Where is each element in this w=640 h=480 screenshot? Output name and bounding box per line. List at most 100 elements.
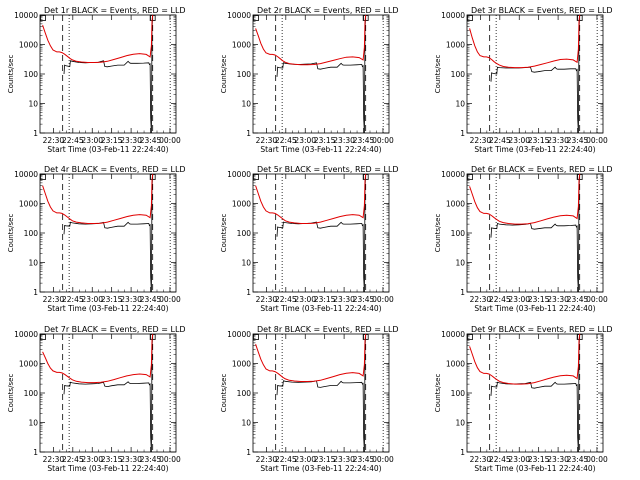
y-tick-label: 1	[33, 448, 38, 457]
y-tick-label: 1	[33, 288, 38, 297]
y-tick-label: 10	[241, 419, 251, 428]
y-tick-label: 1	[460, 448, 465, 457]
series-line-lld	[470, 174, 580, 224]
y-tick-label: 100	[451, 389, 466, 398]
series-line-lld	[43, 334, 153, 383]
y-tick-label: 1000	[232, 360, 251, 369]
x-axis-label: Start Time (03-Feb-11 22:24:40)	[47, 145, 168, 154]
y-tick-label: 10000	[441, 170, 465, 179]
x-axis-label: Start Time (03-Feb-11 22:24:40)	[474, 464, 595, 473]
y-tick-label: 10	[455, 100, 465, 109]
y-axis-label: Counts/sec	[7, 374, 15, 413]
plot-frame	[40, 174, 176, 292]
plot-frame	[40, 334, 176, 452]
y-tick-label: 10000	[227, 330, 251, 339]
y-axis-label: Counts/sec	[7, 214, 15, 253]
series-line-events	[277, 334, 366, 452]
y-tick-label: 100	[237, 229, 252, 238]
y-axis-label: Counts/sec	[220, 55, 228, 94]
y-tick-label: 10	[28, 259, 38, 268]
plot-frame	[467, 334, 603, 452]
series-line-events	[491, 15, 580, 133]
y-tick-label: 1000	[19, 360, 38, 369]
y-tick-label: 100	[24, 229, 39, 238]
plot-frame	[253, 15, 389, 133]
y-tick-label: 1000	[446, 200, 465, 209]
x-axis-label: Start Time (03-Feb-11 22:24:40)	[474, 145, 595, 154]
chart-panel: Det 4r BLACK = Events, RED = LLD 1 10 100 10…	[7, 165, 186, 313]
x-axis-label: Start Time (03-Feb-11 22:24:40)	[260, 464, 381, 473]
y-axis-label: Counts/sec	[434, 55, 442, 94]
x-tick-label: 00:00	[159, 295, 181, 304]
y-tick-label: 10000	[441, 11, 465, 20]
y-axis-label: Counts/sec	[220, 214, 228, 253]
y-tick-label: 10000	[227, 11, 251, 20]
plot-frame	[253, 334, 389, 452]
series-line-lld	[43, 15, 153, 63]
x-tick-label: 00:00	[586, 295, 608, 304]
series-line-events	[64, 15, 153, 133]
y-tick-label: 10	[241, 259, 251, 268]
y-tick-label: 10	[455, 259, 465, 268]
y-tick-label: 1000	[19, 41, 38, 50]
y-tick-label: 100	[24, 389, 39, 398]
plot-frame	[40, 15, 176, 133]
series-line-lld	[43, 174, 153, 224]
series-line-events	[277, 15, 366, 133]
series-line-events	[64, 334, 153, 452]
y-tick-label: 1	[246, 129, 251, 138]
series-line-events	[64, 174, 153, 292]
x-tick-label: 00:00	[372, 295, 394, 304]
chart-panel: Det 1r BLACK = Events, RED = LLD 1 10 100 10…	[7, 6, 186, 154]
series-line-events	[277, 174, 366, 292]
y-tick-label: 100	[451, 70, 466, 79]
y-tick-label: 100	[237, 389, 252, 398]
y-tick-label: 100	[24, 70, 39, 79]
y-tick-label: 1000	[232, 41, 251, 50]
y-tick-label: 10	[241, 100, 251, 109]
y-tick-label: 1	[460, 129, 465, 138]
series-line-lld	[256, 334, 366, 382]
y-axis-label: Counts/sec	[220, 374, 228, 413]
y-tick-label: 10000	[227, 170, 251, 179]
y-tick-label: 10	[455, 419, 465, 428]
x-axis-label: Start Time (03-Feb-11 22:24:40)	[260, 304, 381, 313]
y-tick-label: 1	[246, 288, 251, 297]
y-axis-label: Counts/sec	[434, 374, 442, 413]
chart-panel: Det 2r BLACK = Events, RED = LLD11010010…	[220, 6, 399, 154]
y-axis-label: Counts/sec	[7, 55, 15, 94]
chart-panel: Det 5r BLACK = Events, RED = LLD 1 10 100 10…	[220, 165, 399, 313]
x-axis-label: Start Time (03-Feb-11 22:24:40)	[47, 464, 168, 473]
chart-title: Det 8r BLACK = Events, RED = LLD	[257, 325, 399, 334]
series-line-lld	[256, 174, 366, 224]
y-tick-label: 100	[451, 229, 466, 238]
y-tick-label: 10000	[14, 11, 38, 20]
y-tick-label: 10	[28, 100, 38, 109]
chart-panel: Det 9r BLACK = Events, RED = LLD 1 10 100 10…	[434, 325, 613, 473]
y-tick-label: 10000	[14, 170, 38, 179]
x-tick-label: 00:00	[159, 136, 181, 145]
y-tick-label: 1	[33, 129, 38, 138]
x-axis-label: Start Time (03-Feb-11 22:24:40)	[474, 304, 595, 313]
x-tick-label: 00:00	[372, 455, 394, 464]
y-tick-label: 100	[237, 70, 252, 79]
plot-frame	[467, 174, 603, 292]
series-line-lld	[470, 15, 580, 68]
plot-frame	[253, 174, 389, 292]
chart-title: Det 1r BLACK = Events, RED = LLD	[44, 6, 186, 15]
chart-title: Det 4r BLACK = Events, RED = LLD	[44, 165, 186, 174]
x-axis-label: Start Time (03-Feb-11 22:24:40)	[260, 145, 381, 154]
chart-title: Det 7r BLACK = Events, RED = LLD	[44, 325, 186, 334]
chart-panel: Det 7r BLACK = Events, RED = LLD 1 10 100 10…	[7, 325, 186, 473]
chart-panel: Det 3r BLACK = Events, RED = LLD11010010…	[434, 6, 613, 154]
y-tick-label: 1000	[232, 200, 251, 209]
y-tick-label: 1000	[446, 41, 465, 50]
plot-frame	[467, 15, 603, 133]
series-line-events	[491, 334, 580, 452]
y-tick-label: 1	[246, 448, 251, 457]
y-tick-label: 1000	[19, 200, 38, 209]
y-tick-label: 1	[460, 288, 465, 297]
chart-panel: Det 8r BLACK = Events, RED = LLD 1 10 100 10…	[220, 325, 399, 473]
series-line-lld	[256, 15, 366, 65]
